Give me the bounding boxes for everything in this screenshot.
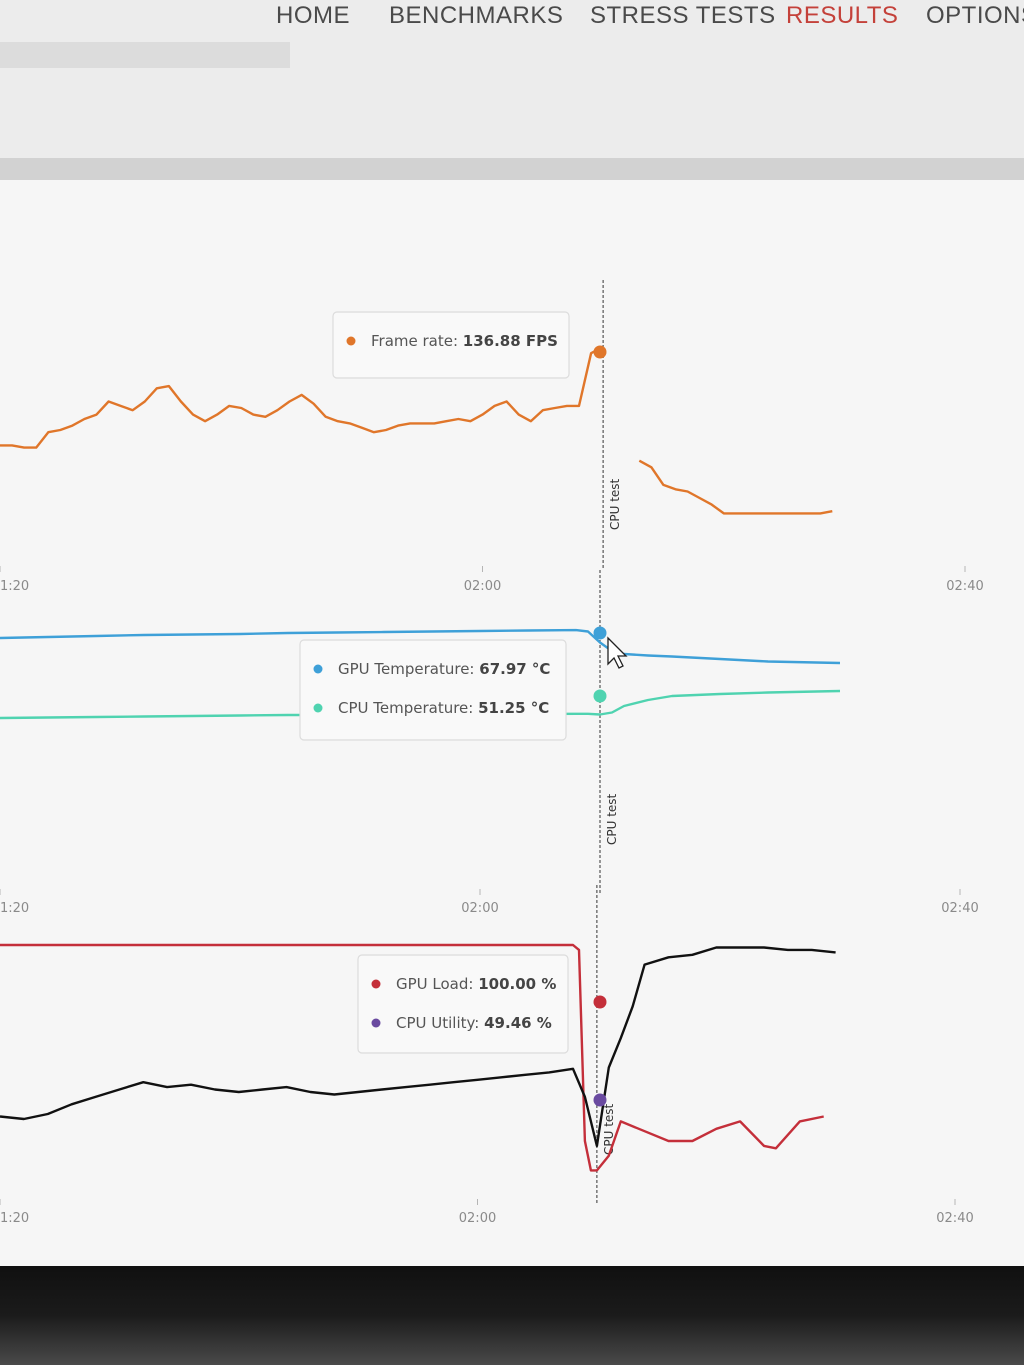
tooltip-series-dot	[346, 336, 356, 346]
tooltip-series-dot	[371, 1018, 381, 1028]
tooltip-series-dot	[313, 703, 323, 713]
nav-benchmarks[interactable]: BENCHMARKS	[389, 2, 564, 29]
nav-home[interactable]: HOME	[276, 2, 350, 29]
tooltip-box	[332, 311, 570, 379]
cpu-test-marker-label: CPU test	[605, 793, 619, 845]
sub-header-bar	[0, 42, 290, 68]
tooltip: GPU Temperature: 67.97 °C CPU Temperature…	[299, 639, 567, 741]
hover-point[interactable]	[593, 626, 607, 640]
chart-1: 1:20 02:00 02:40 CPU test Frame rate: 136.88…	[0, 280, 984, 594]
tooltip-entry: GPU Load: 100.00 %	[396, 975, 556, 993]
tooltip-series-dot	[313, 664, 323, 674]
chart-2: 1:20 02:00 02:40 CPU test GPU Temperature: 6…	[0, 570, 979, 916]
series-line-frame-rate	[0, 345, 833, 515]
x-tick-label: 02:40	[936, 1211, 973, 1226]
tooltip: Frame rate: 136.88 FPS	[332, 311, 570, 379]
series-line-gpu-load	[0, 943, 824, 1172]
chart-3: 1:20 02:00 02:40 CPU test GPU Load: 100.00 %…	[0, 885, 974, 1226]
nav-options[interactable]: OPTIONS	[926, 2, 1024, 29]
mouse-cursor-icon	[607, 636, 628, 669]
tooltip-box	[299, 639, 567, 741]
series-line-cpu-utility	[0, 946, 836, 1148]
hover-point[interactable]	[593, 345, 607, 359]
tooltip-entry: GPU Temperature: 67.97 °C	[338, 660, 550, 678]
tooltip: GPU Load: 100.00 % CPU Utility: 49.46 %	[357, 954, 569, 1054]
results-charts: 1:20 02:00 02:40 CPU test Frame rate: 136.88…	[0, 280, 984, 1226]
tooltip-series-dot	[371, 979, 381, 989]
tooltip-box	[357, 954, 569, 1054]
series-line-gpu-temperature	[0, 628, 841, 665]
hover-point[interactable]	[593, 995, 607, 1009]
monitor-bezel	[0, 1266, 1024, 1365]
x-tick-label: 02:00	[461, 901, 498, 916]
x-tick-label: 02:40	[941, 901, 978, 916]
x-tick-label: 02:40	[946, 579, 983, 594]
cpu-test-marker-label: CPU test	[608, 478, 622, 530]
tooltip-entry: Frame rate: 136.88 FPS	[371, 332, 558, 350]
x-tick-label: 1:20	[0, 1211, 29, 1226]
tooltip-entry: CPU Utility: 49.46 %	[396, 1014, 552, 1032]
nav-results[interactable]: RESULTS	[786, 2, 899, 29]
hover-point[interactable]	[593, 1093, 607, 1107]
cpu-test-marker-label: CPU test	[602, 1103, 616, 1155]
x-tick-label: 02:00	[459, 1211, 496, 1226]
nav-stress-tests[interactable]: STRESS TESTS	[590, 2, 776, 29]
x-tick-label: 1:20	[0, 901, 29, 916]
hover-point[interactable]	[593, 689, 607, 703]
x-tick-label: 1:20	[0, 579, 29, 594]
top-navigation: HOME BENCHMARKS STRESS TESTS RESULTS OPT…	[0, 0, 1024, 40]
x-tick-label: 02:00	[464, 579, 501, 594]
tooltip-entry: CPU Temperature: 51.25 °C	[338, 699, 549, 717]
